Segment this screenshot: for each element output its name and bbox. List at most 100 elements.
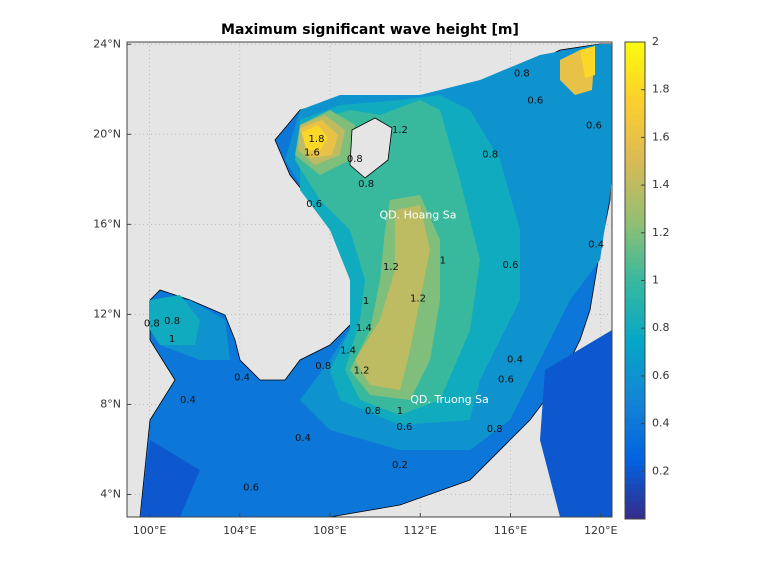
island: [349, 117, 393, 179]
colorbar-slice: [625, 334, 645, 341]
contour-label: 0.8: [482, 150, 498, 161]
colorbar-tick-label: 1.2: [652, 226, 670, 239]
contour-label: 0.8: [487, 424, 503, 435]
colorbar-slice: [625, 507, 645, 514]
colorbar-slice: [625, 298, 645, 305]
colorbar-slice: [625, 381, 645, 389]
colorbar-slice: [625, 53, 645, 61]
colorbar-slice: [625, 399, 645, 407]
contour-label: 0.6: [527, 96, 543, 107]
colorbar-slice: [625, 191, 645, 198]
colorbar-slice: [625, 220, 645, 228]
colorbar-slice: [625, 471, 645, 478]
contour-label: 0.4: [507, 354, 523, 365]
contour-label: 1.8: [309, 134, 325, 145]
colorbar-slice: [625, 77, 645, 85]
colorbar-slice: [625, 501, 645, 508]
colorbar-slice: [625, 417, 645, 425]
colorbar-slice: [625, 340, 645, 347]
contour-label: 0.8: [347, 154, 363, 165]
colorbar-slice: [625, 441, 645, 448]
colorbar-slice: [625, 423, 645, 431]
colorbar-slice: [625, 125, 645, 132]
colorbar-slice: [625, 89, 645, 97]
colorbar-slice: [625, 71, 645, 79]
contour-region: [355, 205, 430, 390]
colorbar-slice: [625, 352, 645, 359]
x-tick-label: 116°E: [494, 524, 527, 537]
colorbar-slice: [625, 447, 645, 454]
contour-region: [580, 46, 595, 78]
y-tick-label: 24°N: [93, 37, 121, 50]
colorbar-slice: [625, 202, 645, 210]
colorbar-slice: [625, 393, 645, 401]
x-tick-label: 112°E: [404, 524, 437, 537]
contour-label: 0.2: [392, 460, 408, 471]
colorbar-slice: [625, 250, 645, 258]
contour-label: 0.4: [234, 372, 250, 383]
colorbar-slice: [625, 369, 645, 377]
map-title: Maximum significant wave height [m]: [221, 22, 519, 38]
contour-label: 1.2: [354, 366, 370, 377]
colorbar-slice: [625, 358, 645, 365]
contour-label: 0.6: [243, 483, 259, 494]
colorbar-tick-label: 1.4: [652, 178, 670, 191]
colorbar-tick-label: 1: [652, 274, 659, 287]
contour-label: 0.6: [306, 199, 322, 210]
y-tick-label: 12°N: [93, 307, 121, 320]
colorbar-slice: [625, 286, 645, 293]
colorbar-slice: [625, 65, 645, 73]
contour-label: 1.4: [356, 323, 372, 334]
colorbar-slice: [625, 375, 645, 383]
colorbar-slice: [625, 101, 645, 109]
colorbar-slice: [625, 387, 645, 395]
annotation: QD. Hoang Sa: [379, 208, 456, 221]
contour-region: [302, 125, 328, 150]
colorbar-tick-label: 1.6: [652, 130, 670, 143]
colorbar-slice: [625, 137, 645, 144]
colorbar-slice: [625, 167, 645, 174]
colorbar-slice: [625, 513, 645, 520]
y-tick-label: 4°N: [100, 487, 121, 500]
colorbar-tick-label: 1.8: [652, 83, 670, 96]
colorbar-slice: [625, 292, 645, 299]
colorbar-slice: [625, 304, 645, 311]
colorbar-slice: [625, 495, 645, 502]
colorbar-tick-label: 0.8: [652, 321, 670, 334]
colorbar-slice: [625, 411, 645, 419]
x-tick-label: 108°E: [313, 524, 346, 537]
contour-label: 1.2: [410, 294, 426, 305]
contour-label: 1: [440, 255, 446, 266]
colorbar-slice: [625, 310, 645, 317]
contour-label: 0.8: [144, 318, 160, 329]
colorbar-slice: [625, 185, 645, 192]
colorbar-slice: [625, 83, 645, 91]
map-frame: [126, 41, 613, 518]
colorbar-slice: [625, 363, 645, 371]
colorbar-slice: [625, 244, 645, 252]
colorbar-slice: [625, 208, 645, 216]
colorbar-slice: [625, 214, 645, 222]
colorbar-slice: [625, 268, 645, 276]
contour-label: 0.6: [498, 375, 514, 386]
x-tick-label: 100°E: [133, 524, 166, 537]
y-tick-label: 8°N: [100, 397, 121, 410]
colorbar-slice: [625, 131, 645, 138]
contour-label: 1: [169, 334, 175, 345]
colorbar-slice: [625, 42, 645, 49]
contour-region: [140, 440, 200, 517]
colorbar-slice: [625, 155, 645, 162]
y-tick-label: 16°N: [93, 217, 121, 230]
colorbar-slice: [625, 119, 645, 126]
colorbar-slice: [625, 256, 645, 264]
contour-label: 0.8: [164, 316, 180, 327]
contour-label: 1.2: [392, 125, 408, 136]
colorbar-slice: [625, 429, 645, 437]
contour-label: 1: [363, 296, 369, 307]
contour-label: 0.6: [503, 260, 519, 271]
contour-label: 0.6: [586, 120, 602, 131]
colorbar-slice: [625, 149, 645, 156]
contour-label: 0.4: [295, 433, 311, 444]
colorbar-slice: [625, 161, 645, 168]
contour-labels: 0.8 0.6 0.6 1.2 0.8 1.8 1.6 0.8 0.8 0.6 1 0.6 1.2 1.2…: [144, 69, 604, 494]
